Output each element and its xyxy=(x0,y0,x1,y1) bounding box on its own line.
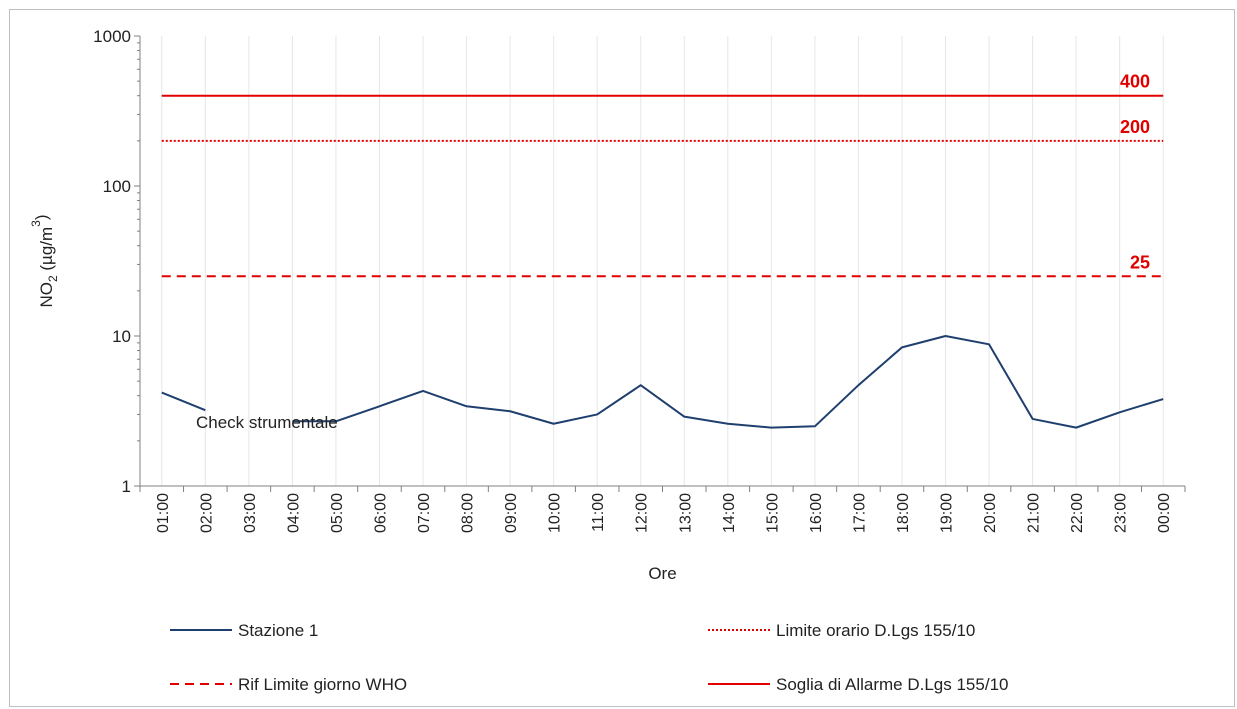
x-tick-label-10: 11:00 xyxy=(590,493,607,532)
x-tick-label-17: 18:00 xyxy=(895,493,912,533)
x-tick-label-18: 19:00 xyxy=(939,493,956,533)
threshold-label-200: 200 xyxy=(1120,117,1150,137)
x-tick-label-2: 03:00 xyxy=(242,493,259,533)
x-axis-title: Ore xyxy=(648,564,676,583)
x-tick-label-8: 09:00 xyxy=(503,493,520,533)
legend-label-0: Stazione 1 xyxy=(238,621,318,640)
x-tick-label-6: 07:00 xyxy=(416,493,433,533)
annotation-check-strumentale: Check strumentale xyxy=(196,413,338,432)
x-tick-label-9: 10:00 xyxy=(547,493,564,533)
x-tick-label-3: 04:00 xyxy=(285,493,302,533)
threshold-label-25: 25 xyxy=(1130,252,1150,272)
x-tick-label-19: 20:00 xyxy=(982,493,999,533)
x-tick-label-20: 21:00 xyxy=(1026,493,1043,533)
y-tick-label-0: 1 xyxy=(122,477,131,496)
x-tick-label-13: 14:00 xyxy=(721,493,738,533)
x-tick-label-12: 13:00 xyxy=(677,493,694,533)
x-tick-label-23: 00:00 xyxy=(1156,493,1173,533)
x-tick-label-1: 02:00 xyxy=(198,493,215,533)
x-tick-label-4: 05:00 xyxy=(329,493,346,533)
threshold-label-400: 400 xyxy=(1120,72,1150,92)
series-line-0-segment-1 xyxy=(292,335,1164,429)
legend-label-3: Soglia di Allarme D.Lgs 155/10 xyxy=(776,675,1008,694)
y-tick-label-1: 10 xyxy=(112,327,131,346)
x-tick-label-21: 22:00 xyxy=(1069,493,1086,533)
x-tick-label-11: 12:00 xyxy=(634,493,651,533)
y-tick-label-2: 100 xyxy=(103,177,131,196)
series-line-0-segment-0 xyxy=(161,391,206,412)
x-tick-label-7: 08:00 xyxy=(460,493,477,533)
x-tick-label-5: 06:00 xyxy=(372,493,389,533)
legend-label-1: Limite orario D.Lgs 155/10 xyxy=(776,621,975,640)
y-axis-title: NO2 (µg/m3) xyxy=(29,214,60,307)
x-tick-label-0: 01:00 xyxy=(155,493,172,533)
x-tick-label-14: 15:00 xyxy=(764,493,781,533)
x-tick-label-16: 17:00 xyxy=(851,493,868,533)
y-tick-label-3: 1000 xyxy=(93,27,131,46)
x-tick-label-15: 16:00 xyxy=(808,493,825,533)
legend-label-2: Rif Limite giorno WHO xyxy=(238,675,407,694)
x-tick-label-22: 23:00 xyxy=(1113,493,1130,533)
